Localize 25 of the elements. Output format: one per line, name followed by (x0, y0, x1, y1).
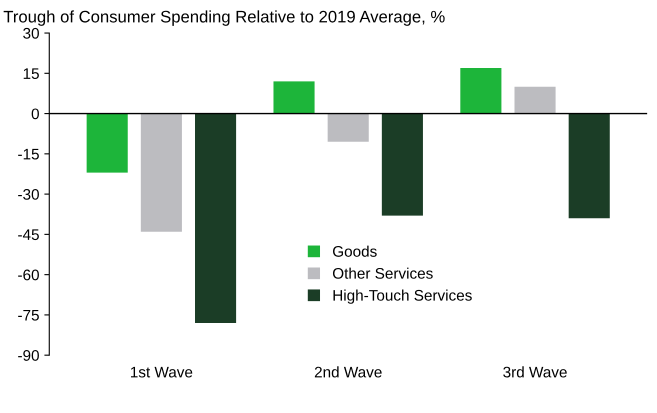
legend-label: Goods (333, 246, 377, 257)
x-tick-label: 2nd Wave (314, 366, 382, 378)
bar (568, 114, 610, 218)
legend-label: Other Services (332, 268, 433, 279)
y-tick-label: 30 (23, 28, 39, 39)
chart-title: Trough of Consumer Spending Relative to 2019 Average, % (4, 10, 445, 26)
bar (514, 86, 556, 114)
y-tick-label: -45 (18, 229, 39, 240)
x-tick-label: 1st Wave (130, 366, 192, 378)
legend-label: High-Touch Services (333, 290, 472, 304)
bar (195, 114, 236, 323)
y-tick-label: -30 (18, 188, 39, 200)
y-tick-label: 0 (32, 108, 39, 120)
bar (328, 114, 369, 142)
bar (460, 68, 502, 114)
y-tick-label: -15 (18, 148, 39, 160)
y-tick-label: 15 (24, 68, 39, 79)
bar (273, 81, 315, 114)
y-tick-label: -90 (18, 350, 39, 361)
x-tick-label: 3rd Wave (503, 366, 567, 378)
y-tick-label: -75 (18, 310, 39, 321)
bar (140, 114, 182, 232)
bar (382, 114, 423, 216)
bar (86, 114, 128, 173)
y-tick-label: -60 (18, 270, 39, 280)
